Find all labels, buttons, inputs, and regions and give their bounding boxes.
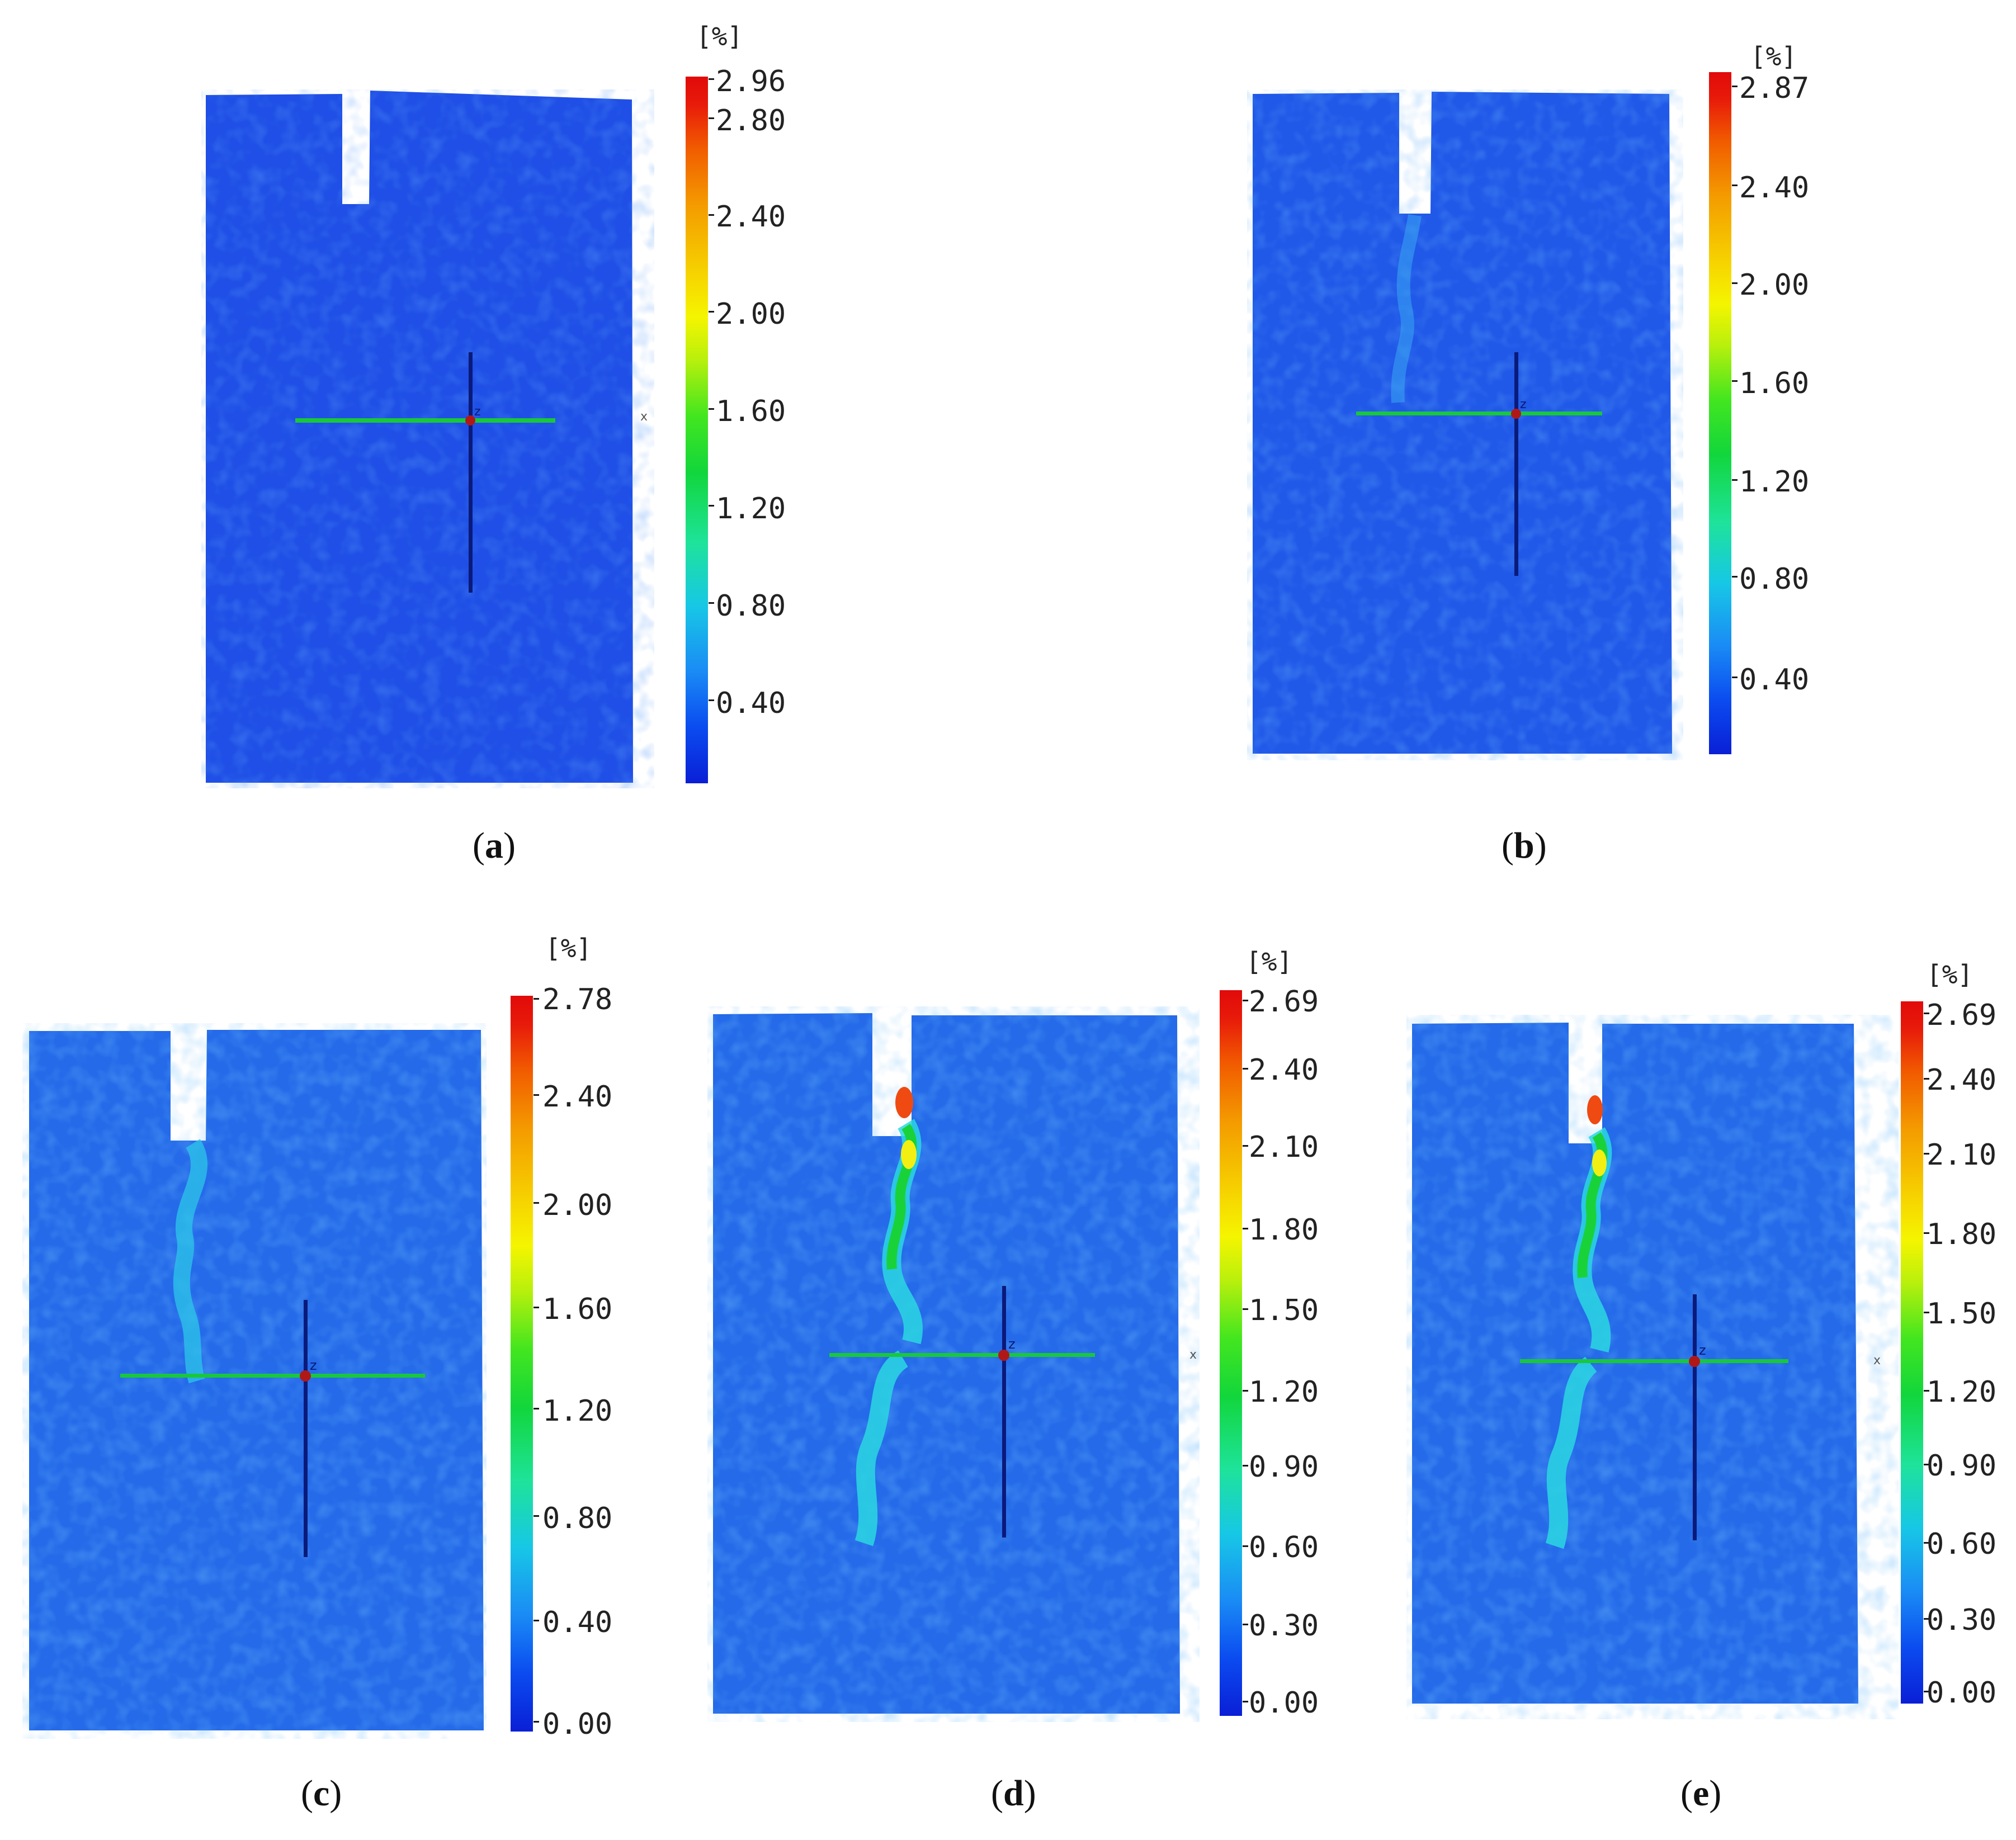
color-bar: [685, 76, 709, 784]
tick-label: 2.10: [1927, 1138, 1997, 1172]
tick-label: 2.10: [1249, 1131, 1319, 1164]
tick-label: 1.50: [1927, 1297, 1997, 1331]
axis-z-line: [1693, 1294, 1697, 1540]
strain-field-d: z x: [713, 1013, 1197, 1714]
tick-label: 2.40: [1739, 171, 1810, 205]
tick-label: 0.80: [716, 589, 786, 623]
tick-label: 1.20: [1927, 1375, 1997, 1409]
tick-label: 0.00: [1249, 1686, 1319, 1720]
tick-label: 0.00: [542, 1707, 613, 1741]
axis-x-line: [1520, 1359, 1788, 1363]
tick-label: 1.80: [1927, 1218, 1997, 1251]
axis-z-label: z: [474, 405, 481, 419]
tick-label: 0.60: [1927, 1527, 1997, 1561]
tick-label: 0.30: [1927, 1604, 1997, 1637]
panel-caption: (e): [1680, 1773, 1722, 1814]
strain-field-a: z x: [206, 91, 648, 783]
tick-label: 0.00: [1927, 1676, 1997, 1710]
tick-label: 1.20: [1249, 1375, 1319, 1409]
axis-x-label: x: [640, 410, 648, 424]
strain-field-c: z: [29, 1030, 484, 1730]
tick-label: 2.78: [542, 983, 613, 1016]
axis-z-label: z: [1699, 1342, 1706, 1358]
axis-x-line: [120, 1374, 425, 1378]
tick-label: 2.69: [1249, 985, 1319, 1019]
tick-label: 2.00: [1739, 268, 1810, 302]
tick-label: 0.80: [542, 1502, 613, 1535]
color-bar: [1708, 72, 1732, 755]
axis-z-line: [1514, 352, 1518, 576]
unit-label: [%]: [696, 21, 743, 51]
tick-label: 1.50: [1249, 1294, 1319, 1327]
tick-label: 0.40: [716, 687, 786, 720]
panel-caption: (c): [301, 1773, 342, 1814]
unit-label: [%]: [1927, 959, 1973, 990]
axis-x-line: [829, 1353, 1095, 1357]
axis-x-line: [1356, 411, 1602, 415]
origin-marker: [1511, 409, 1521, 419]
tick-label: 2.00: [542, 1189, 613, 1222]
tick-label: 1.20: [542, 1394, 613, 1428]
axis-z-line: [469, 352, 473, 593]
axis-z-label: z: [1008, 1336, 1016, 1352]
tick-label: 2.96: [716, 65, 786, 98]
tick-label: 2.80: [716, 104, 786, 138]
tick-label: 2.40: [1249, 1053, 1319, 1087]
tick-label: 1.80: [1249, 1213, 1319, 1247]
tick-label: 2.69: [1927, 999, 1997, 1032]
tick-label: 0.80: [1739, 562, 1810, 596]
axis-z-line: [304, 1300, 308, 1557]
tick-label: 2.40: [542, 1080, 613, 1114]
tick-label: 2.87: [1739, 72, 1810, 105]
panel-caption: (d): [991, 1773, 1036, 1814]
axis-z-label: z: [310, 1357, 317, 1373]
tick-label: 0.60: [1249, 1531, 1319, 1564]
tick-label: 1.60: [1739, 367, 1810, 400]
color-bar: [1219, 990, 1243, 1716]
tick-label: 1.20: [1739, 465, 1810, 499]
tick-label: 0.30: [1249, 1609, 1319, 1643]
tick-label: 1.20: [716, 492, 786, 526]
panel-caption: (b): [1502, 825, 1547, 866]
color-bar: [1900, 1001, 1924, 1704]
strain-field-e: z x: [1412, 1023, 1881, 1704]
unit-label: [%]: [545, 933, 592, 963]
unit-label: [%]: [1246, 947, 1293, 977]
tick-label: 1.60: [716, 395, 786, 428]
tick-label: 0.40: [542, 1606, 613, 1639]
tick-label: 0.90: [1249, 1450, 1319, 1484]
axis-z-label: z: [1520, 398, 1527, 411]
tick-label: 2.40: [1927, 1063, 1997, 1097]
axis-x-label: x: [1873, 1354, 1881, 1368]
tick-label: 2.40: [716, 200, 786, 234]
tick-label: 2.00: [716, 297, 786, 331]
axis-x-label: x: [1189, 1348, 1197, 1362]
axis-z-line: [1002, 1286, 1006, 1538]
panel-caption: (a): [473, 825, 516, 866]
origin-marker: [465, 415, 475, 425]
origin-marker: [1689, 1356, 1700, 1367]
unit-label: [%]: [1750, 41, 1797, 72]
origin-marker: [998, 1350, 1009, 1361]
tick-label: 0.40: [1739, 663, 1810, 697]
tick-label: 1.60: [542, 1293, 613, 1326]
tick-label: 0.90: [1927, 1449, 1997, 1483]
strain-field-b: z: [1253, 92, 1672, 754]
axis-x-line: [295, 418, 555, 423]
origin-marker: [300, 1370, 311, 1382]
color-bar: [510, 995, 533, 1732]
